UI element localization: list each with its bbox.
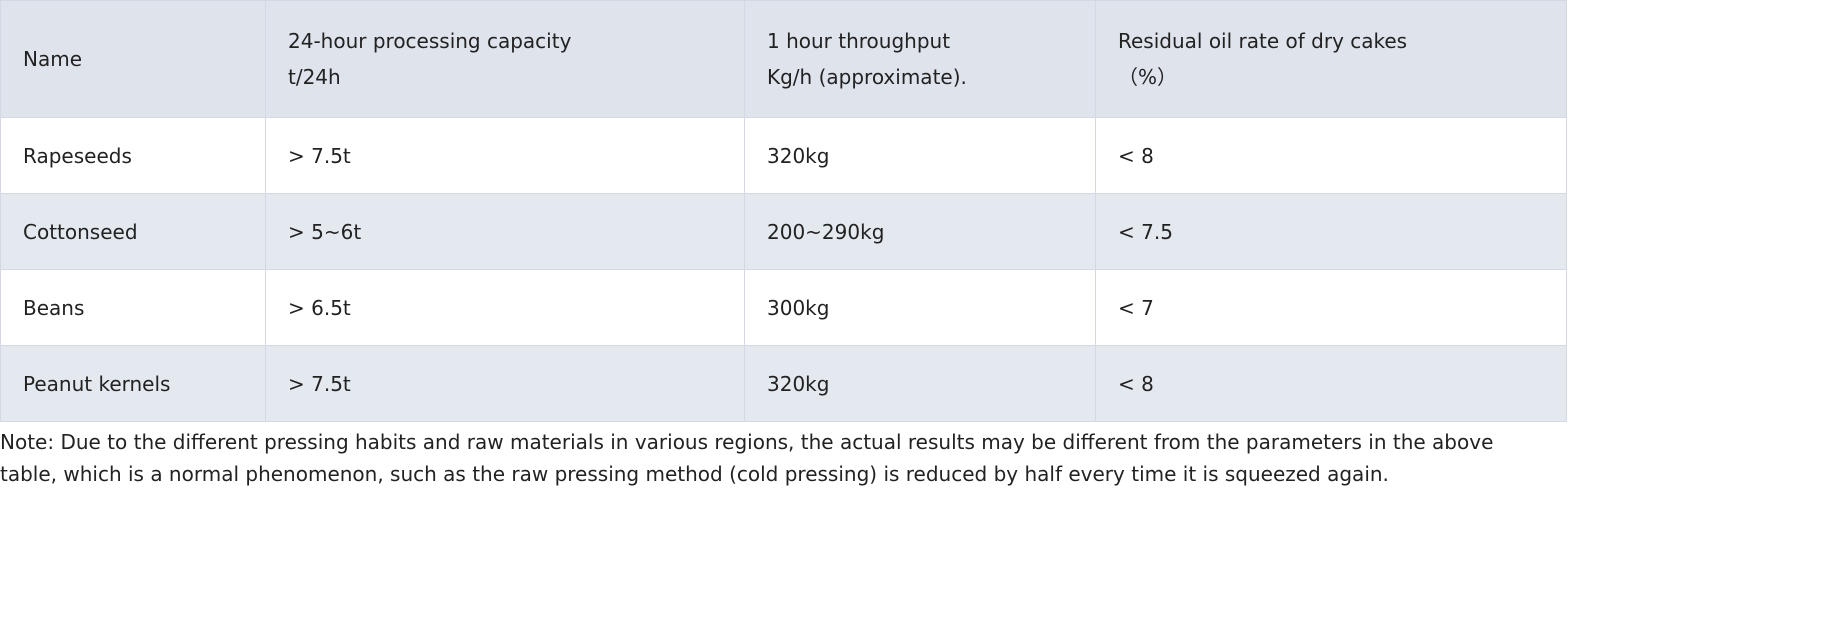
table-body: Name 24-hour processing capacity t/24h 1 ho… [0, 0, 1567, 422]
header-cell: 24-hour processing capacity t/24h [265, 0, 745, 118]
table-cell: < 7.5 [1095, 193, 1567, 270]
table-cell: > 7.5t [265, 117, 745, 194]
header-line: t/24h [288, 65, 341, 89]
header-row: Name 24-hour processing capacity t/24h 1 ho… [0, 0, 1567, 118]
table-row: Beans > 6.5t 300kg < 7 [0, 269, 1567, 346]
table-cell: < 8 [1095, 345, 1567, 422]
table-row: Rapeseeds > 7.5t 320kg < 8 [0, 117, 1567, 194]
table-row: Cottonseed > 5~6t 200~290kg < 7.5 [0, 193, 1567, 270]
table-cell: 300kg [744, 269, 1096, 346]
table-cell: Peanut kernels [0, 345, 266, 422]
header-line: （%） [1118, 65, 1178, 89]
header-cell: Name [0, 0, 266, 118]
header-line: Kg/h (approximate). [767, 65, 967, 89]
note: Note: Due to the different pressing habi… [0, 430, 1494, 486]
table-cell: < 7 [1095, 269, 1567, 346]
table-cell: 320kg [744, 345, 1096, 422]
table-cell: 200~290kg [744, 193, 1096, 270]
table-cell: Cottonseed [0, 193, 266, 270]
header-cell: 1 hour throughput Kg/h (approximate). [744, 0, 1096, 118]
table-cell: Beans [0, 269, 266, 346]
table-cell: > 5~6t [265, 193, 745, 270]
table-row: Peanut kernels > 7.5t 320kg < 8 [0, 345, 1567, 422]
table-cell: > 7.5t [265, 345, 745, 422]
table-cell: 320kg [744, 117, 1096, 194]
table-cell: > 6.5t [265, 269, 745, 346]
content: Name 24-hour processing capacity t/24h 1 ho… [0, 0, 1567, 486]
header-line: Name [23, 47, 83, 71]
header-line: 24-hour processing capacity [288, 29, 572, 53]
table-cell: Rapeseeds [0, 117, 266, 194]
table-cell: < 8 [1095, 117, 1567, 194]
header-line: Residual oil rate of dry cakes [1118, 29, 1408, 53]
header-line: 1 hour throughput [767, 29, 951, 53]
spec-table: Name 24-hour processing capacity t/24h 1 ho… [0, 0, 1567, 422]
header-cell: Residual oil rate of dry cakes （%） [1095, 0, 1567, 118]
